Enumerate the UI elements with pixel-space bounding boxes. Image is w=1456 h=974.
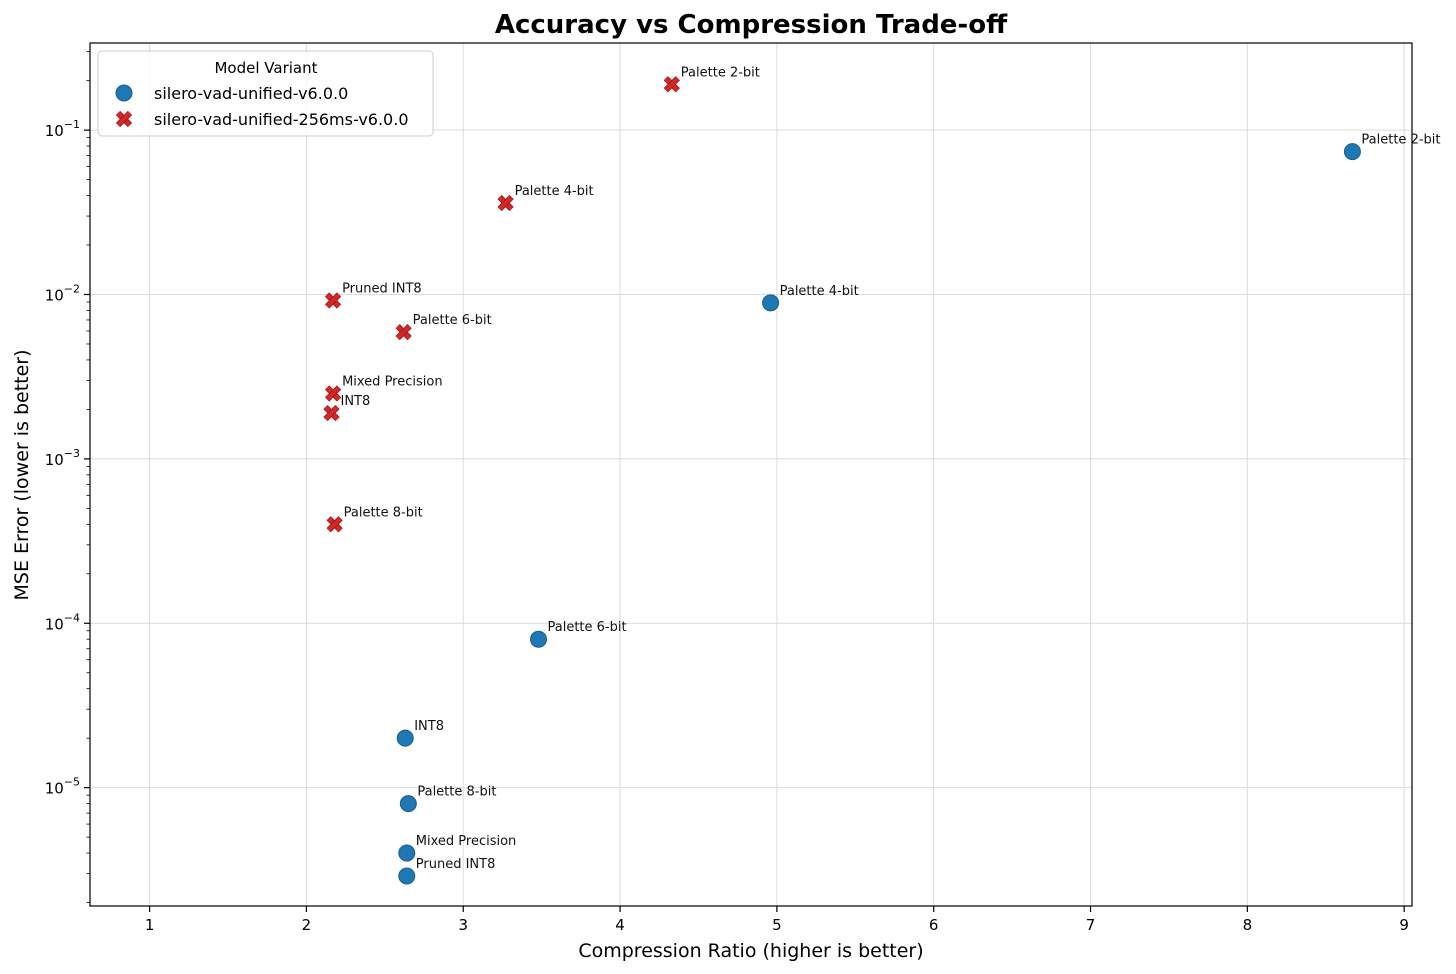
data-point-label: Mixed Precision [342,374,443,389]
data-point-x [324,292,342,309]
y-tick-label: 10−3 [45,447,80,469]
data-point-x [395,324,412,341]
grid-layer [90,43,1412,906]
x-axis-label: Compression Ratio (higher is better) [578,940,923,962]
y-tick-label: 10−1 [45,118,80,140]
data-point-x [663,76,680,93]
legend: Model Variant silero-vad-unified-v6.0.0 … [97,50,434,137]
legend-entry-series-2: silero-vad-unified-256ms-v6.0.0 [154,110,409,129]
data-point-circle [762,294,780,312]
points-layer [323,76,1361,885]
y-tick-label: 10−2 [45,283,80,305]
x-tick-label: 5 [772,916,782,934]
legend-marker-x [115,110,133,128]
legend-box [97,50,434,137]
data-point-label: Palette 4-bit [780,284,859,299]
data-point-label: Pruned INT8 [342,281,422,296]
data-point-x [497,194,514,212]
point-labels-layer: Palette 2-bit Palette 4-bit Palette 6-bit I… [341,65,1441,872]
x-tick-label: 2 [302,916,312,934]
data-point-circle [399,795,417,813]
x-tick-label: 8 [1243,916,1253,934]
data-point-label: Palette 8-bit [344,505,423,520]
data-point-label: Palette 2-bit [1361,133,1440,148]
data-point-label: INT8 [341,394,371,409]
data-point-label: Pruned INT8 [416,857,496,872]
legend-x-glyph [115,110,133,128]
data-point-x [323,404,340,422]
x-tick-label: 4 [615,916,625,934]
legend-title: Model Variant [214,59,317,77]
data-point-label: Palette 4-bit [515,184,594,199]
x-tick-label: 9 [1399,916,1409,934]
x-tick-label: 3 [458,916,468,934]
data-point-label: Palette 2-bit [681,65,760,80]
data-point-circle [1343,143,1361,161]
x-tick-label: 1 [145,916,155,934]
data-point-label: Palette 6-bit [548,620,627,635]
legend-marker-circle [115,84,133,102]
data-point-x [324,385,342,402]
data-point-circle [398,844,416,862]
plot-frame [89,42,1413,907]
ticks-layer: 1 2 3 4 5 6 7 8 9 10−1 10−2 10−3 10−4 10−5 [45,51,1409,934]
data-point-label: Mixed Precision [416,834,517,849]
y-tick-label: 10−4 [45,611,80,633]
data-point-circle [530,630,548,648]
y-tick-label: 10−5 [45,776,80,798]
chart-title: Accuracy vs Compression Trade-off [495,10,1008,40]
y-axis-label: MSE Error (lower is better) [11,349,33,600]
data-point-circle [396,729,414,747]
data-point-label: INT8 [414,719,444,734]
data-point-circle [398,867,416,885]
x-tick-label: 6 [929,916,939,934]
x-tick-label: 7 [1086,916,1096,934]
data-point-x [326,516,343,533]
data-point-label: Palette 8-bit [417,785,496,800]
legend-entry-series-1: silero-vad-unified-v6.0.0 [154,84,348,103]
data-point-label: Palette 6-bit [413,313,492,328]
